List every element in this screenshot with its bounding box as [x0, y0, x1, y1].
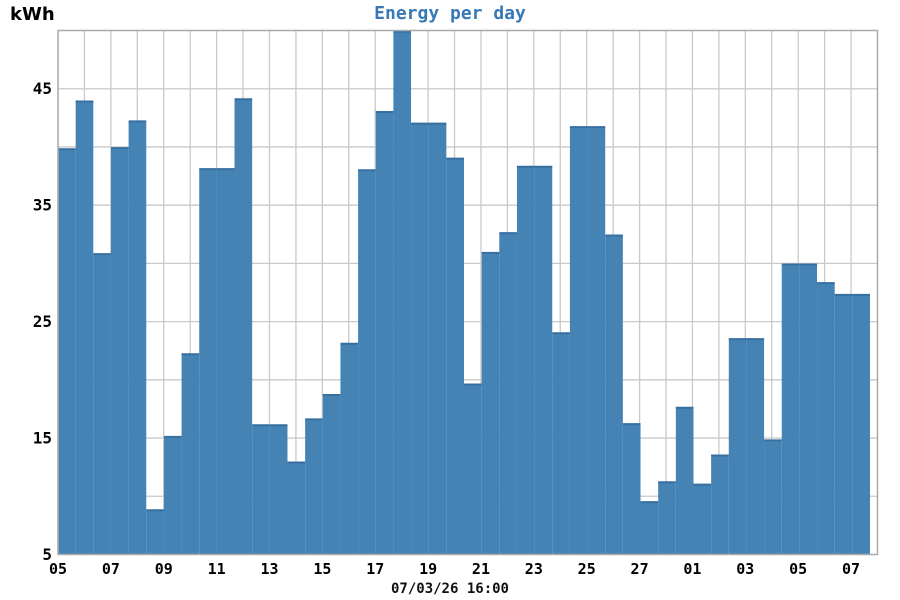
bar: [93, 254, 111, 555]
bar: [552, 333, 570, 555]
bar: [216, 169, 235, 555]
chart-timestamp: 07/03/26 16:00: [390, 581, 509, 597]
x-tick-label: 11: [208, 560, 226, 578]
bar: [252, 425, 270, 555]
bar: [428, 123, 447, 555]
bar: [534, 166, 553, 555]
bar: [375, 112, 394, 555]
bar: [128, 121, 147, 555]
bar: [622, 424, 641, 555]
bar: [163, 436, 182, 555]
x-tick-label: 21: [472, 560, 490, 578]
x-tick-label: 19: [419, 560, 437, 578]
bar: [499, 233, 517, 555]
bar: [640, 502, 659, 555]
chart-title: Energy per day: [374, 3, 526, 24]
bar: [358, 170, 376, 555]
bar: [675, 407, 694, 555]
bar: [746, 339, 765, 555]
x-tick-label: 03: [736, 560, 754, 578]
bar: [764, 440, 782, 555]
bar: [340, 343, 359, 555]
x-tick-label: 25: [578, 560, 596, 578]
x-tick-label: 01: [683, 560, 701, 578]
x-tick-label: 13: [260, 560, 278, 578]
x-tick-label: 07: [842, 560, 860, 578]
bar: [569, 127, 588, 555]
x-tick-label: 17: [366, 560, 384, 578]
bar: [181, 354, 200, 555]
bar: [305, 419, 323, 555]
x-tick-label: 27: [631, 560, 649, 578]
bar: [234, 99, 253, 555]
bar: [393, 31, 412, 555]
bar: [587, 127, 606, 555]
bar: [658, 482, 676, 555]
bar: [287, 462, 306, 555]
x-tick-label: 23: [525, 560, 543, 578]
bar: [269, 425, 288, 555]
bar: [322, 394, 341, 555]
y-tick-label: 15: [33, 429, 52, 448]
bar: [58, 149, 76, 555]
bar: [464, 384, 482, 555]
bar: [146, 510, 164, 555]
bar: [481, 252, 500, 555]
bar: [110, 148, 129, 555]
y-tick-label: 5: [42, 545, 52, 564]
bar: [516, 166, 535, 555]
bar: [446, 158, 464, 555]
bar: [693, 484, 712, 555]
x-tick-label: 05: [49, 560, 67, 578]
y-tick-label: 35: [33, 196, 52, 215]
plot-border: [57, 29, 879, 556]
bar: [817, 283, 835, 555]
bar: [781, 264, 800, 555]
x-tick-label: 09: [155, 560, 173, 578]
y-axis-unit-label: kWh: [10, 4, 55, 25]
bar: [799, 264, 818, 555]
x-tick-label: 15: [313, 560, 331, 578]
bar: [852, 294, 870, 555]
bar: [411, 123, 429, 555]
x-tick-label: 07: [102, 560, 120, 578]
y-tick-label: 25: [33, 312, 52, 331]
bar: [728, 339, 747, 555]
x-tick-label: 05: [789, 560, 807, 578]
bar: [75, 101, 94, 555]
y-tick-label: 45: [33, 79, 52, 98]
bar: [199, 169, 217, 555]
bar: [711, 455, 729, 555]
bar: [605, 235, 623, 555]
bar: [834, 294, 853, 555]
